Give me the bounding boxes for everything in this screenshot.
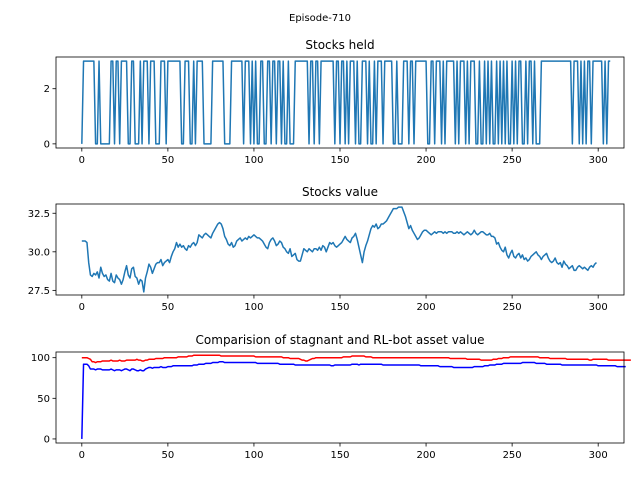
x-tick-label: 0 bbox=[79, 302, 85, 313]
x-tick-label: 200 bbox=[417, 302, 436, 313]
subplot-title: Stocks held bbox=[305, 38, 374, 52]
subplot-2: Stocks value 0 50 100 150 200 250 300 27.5 30.0 32… bbox=[28, 185, 625, 313]
y-tick-label: 0 bbox=[44, 434, 50, 445]
x-tick-label: 150 bbox=[330, 155, 349, 166]
x-tick-label: 0 bbox=[79, 155, 85, 166]
y-tick-label: 30.0 bbox=[28, 247, 50, 258]
x-tick-label: 50 bbox=[162, 302, 175, 313]
x-tick-label: 300 bbox=[589, 450, 608, 461]
series-line-1 bbox=[81, 354, 631, 364]
subplots: Stocks held 0 50 100 150 200 250 300 0 2 Stocks va… bbox=[28, 38, 631, 461]
x-tick-label: 0 bbox=[79, 450, 85, 461]
subplot-3: Comparision of stagnant and RL-bot asset… bbox=[31, 333, 631, 461]
x-tick-label: 300 bbox=[589, 155, 608, 166]
x-tick-label: 200 bbox=[417, 155, 436, 166]
x-tick-label: 250 bbox=[503, 450, 522, 461]
y-tick-label: 32.5 bbox=[28, 209, 50, 220]
y-tick-label: 100 bbox=[31, 353, 50, 364]
x-tick-label: 100 bbox=[244, 302, 263, 313]
series-line-1 bbox=[81, 60, 611, 145]
y-tick-label: 27.5 bbox=[28, 286, 50, 297]
series-line-1 bbox=[81, 206, 597, 293]
figure-suptitle: Episode-710 bbox=[289, 13, 351, 24]
x-tick-label: 250 bbox=[503, 155, 522, 166]
y-tick-label: 50 bbox=[37, 394, 50, 405]
subplot-1: Stocks held 0 50 100 150 200 250 300 0 2 bbox=[44, 38, 625, 166]
x-tick-label: 150 bbox=[330, 302, 349, 313]
x-tick-label: 50 bbox=[162, 450, 175, 461]
y-tick-label: 0 bbox=[44, 139, 50, 150]
series-line-2 bbox=[81, 361, 626, 439]
x-tick-label: 200 bbox=[417, 450, 436, 461]
x-tick-label: 100 bbox=[244, 450, 263, 461]
x-tick-label: 150 bbox=[330, 450, 349, 461]
y-tick-label: 2 bbox=[44, 84, 50, 95]
x-tick-label: 50 bbox=[162, 155, 175, 166]
x-tick-label: 300 bbox=[589, 302, 608, 313]
x-tick-label: 100 bbox=[244, 155, 263, 166]
x-tick-label: 250 bbox=[503, 302, 522, 313]
subplot-title: Comparision of stagnant and RL-bot asset… bbox=[196, 333, 485, 347]
subplot-title: Stocks value bbox=[302, 185, 378, 199]
